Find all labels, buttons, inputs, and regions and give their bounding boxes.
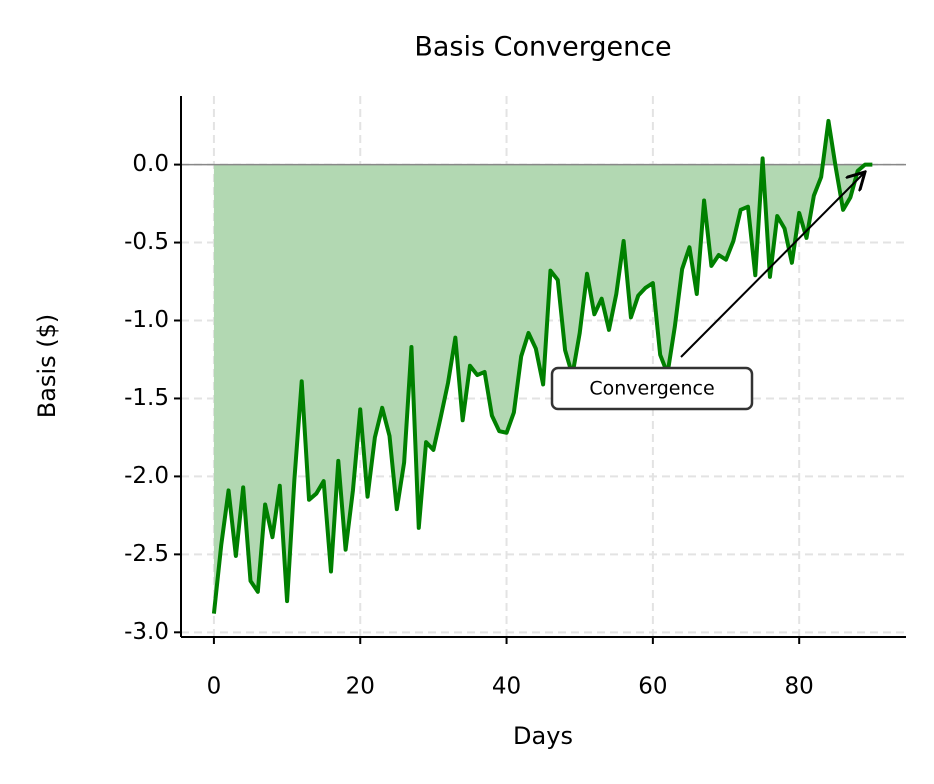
x-tick-label: 40 bbox=[492, 674, 521, 700]
x-tick-label: 80 bbox=[785, 674, 814, 700]
x-tick-label: 0 bbox=[207, 674, 222, 700]
x-tick-label: 60 bbox=[638, 674, 667, 700]
chart-title: Basis Convergence bbox=[414, 32, 671, 63]
y-tick-label: -0.5 bbox=[124, 229, 169, 255]
y-tick-label: -1.5 bbox=[124, 385, 169, 411]
data-line bbox=[211, 118, 873, 614]
annotation-text: Convergence bbox=[589, 378, 714, 400]
y-tick-label: 0.0 bbox=[132, 151, 169, 177]
x-axis-label: Days bbox=[513, 722, 573, 750]
y-tick-label: -1.0 bbox=[124, 307, 169, 333]
y-tick-label: -3.0 bbox=[124, 619, 169, 645]
y-axis-label: Basis ($) bbox=[33, 314, 61, 418]
annotation-arrow bbox=[680, 172, 865, 358]
x-tick-label: 20 bbox=[346, 674, 375, 700]
y-tick-label: -2.5 bbox=[124, 541, 169, 567]
y-tick-label: -2.0 bbox=[124, 463, 169, 489]
annotation-box bbox=[550, 366, 754, 411]
